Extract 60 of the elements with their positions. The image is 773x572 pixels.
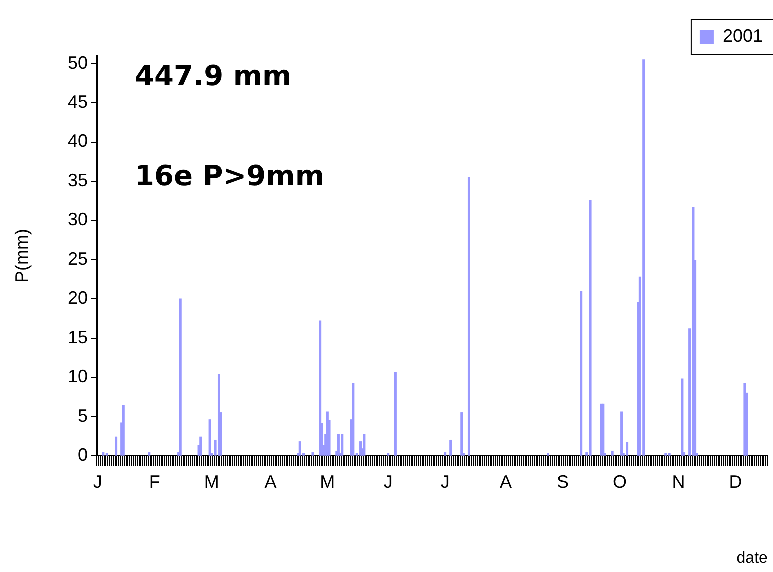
x-tick-label: N — [672, 472, 686, 492]
x-tick-label: D — [729, 472, 742, 492]
x-tick-label: O — [612, 472, 627, 492]
bar — [352, 384, 355, 456]
y-tick-label: 5 — [78, 406, 88, 426]
bar — [626, 442, 629, 456]
x-tick-label: J — [440, 472, 450, 492]
x-tick-label: M — [204, 472, 220, 492]
bar — [218, 374, 220, 456]
y-tick-label: 45 — [68, 92, 88, 112]
x-tick-label: F — [149, 472, 160, 492]
y-tick-label: 15 — [68, 327, 88, 348]
bar — [179, 298, 182, 456]
y-tick-label: 0 — [78, 444, 88, 465]
bar — [547, 453, 550, 456]
y-tick-label: 30 — [68, 210, 88, 230]
bar — [620, 412, 624, 456]
bar — [444, 452, 447, 456]
bar — [611, 450, 614, 456]
bar — [200, 436, 202, 456]
y-tick-label: 10 — [68, 366, 88, 387]
bar — [450, 440, 452, 456]
bar — [580, 290, 583, 456]
bar — [341, 434, 344, 456]
x-tick-label: J — [93, 472, 102, 492]
bar — [122, 405, 125, 456]
x-tick-label: A — [500, 472, 512, 492]
bar — [106, 453, 108, 456]
y-tick-label: 50 — [68, 52, 88, 73]
bar — [298, 442, 302, 456]
x-axis-title: date — [736, 550, 768, 567]
annotation: 447.9 mm — [135, 59, 292, 92]
bar — [681, 378, 684, 456]
annotation: 16e P>9mm — [135, 159, 325, 192]
bar — [394, 372, 397, 456]
legend-label: 2001 — [722, 26, 764, 46]
bar — [589, 200, 592, 456]
bar — [148, 452, 151, 456]
x-tick-label: J — [384, 472, 393, 492]
bar — [115, 436, 118, 456]
bar — [387, 453, 390, 456]
y-tick-label: 35 — [68, 170, 88, 190]
x-tick-label: M — [320, 472, 336, 492]
bar — [208, 420, 212, 456]
bar — [102, 452, 105, 456]
y-tick-label: 25 — [68, 248, 88, 269]
bar — [460, 412, 464, 456]
bar — [363, 434, 366, 456]
x-tick-label: A — [264, 472, 277, 492]
bar — [312, 452, 314, 456]
bar — [668, 453, 671, 456]
y-axis-title: P(mm) — [12, 229, 32, 283]
bar — [468, 177, 470, 456]
y-tick-label: 20 — [68, 288, 88, 308]
y-tick-label: 40 — [68, 131, 88, 152]
bar — [642, 60, 646, 456]
x-tick-label: S — [556, 472, 569, 492]
bar — [319, 320, 322, 456]
bar — [337, 434, 340, 456]
bar — [664, 453, 668, 456]
